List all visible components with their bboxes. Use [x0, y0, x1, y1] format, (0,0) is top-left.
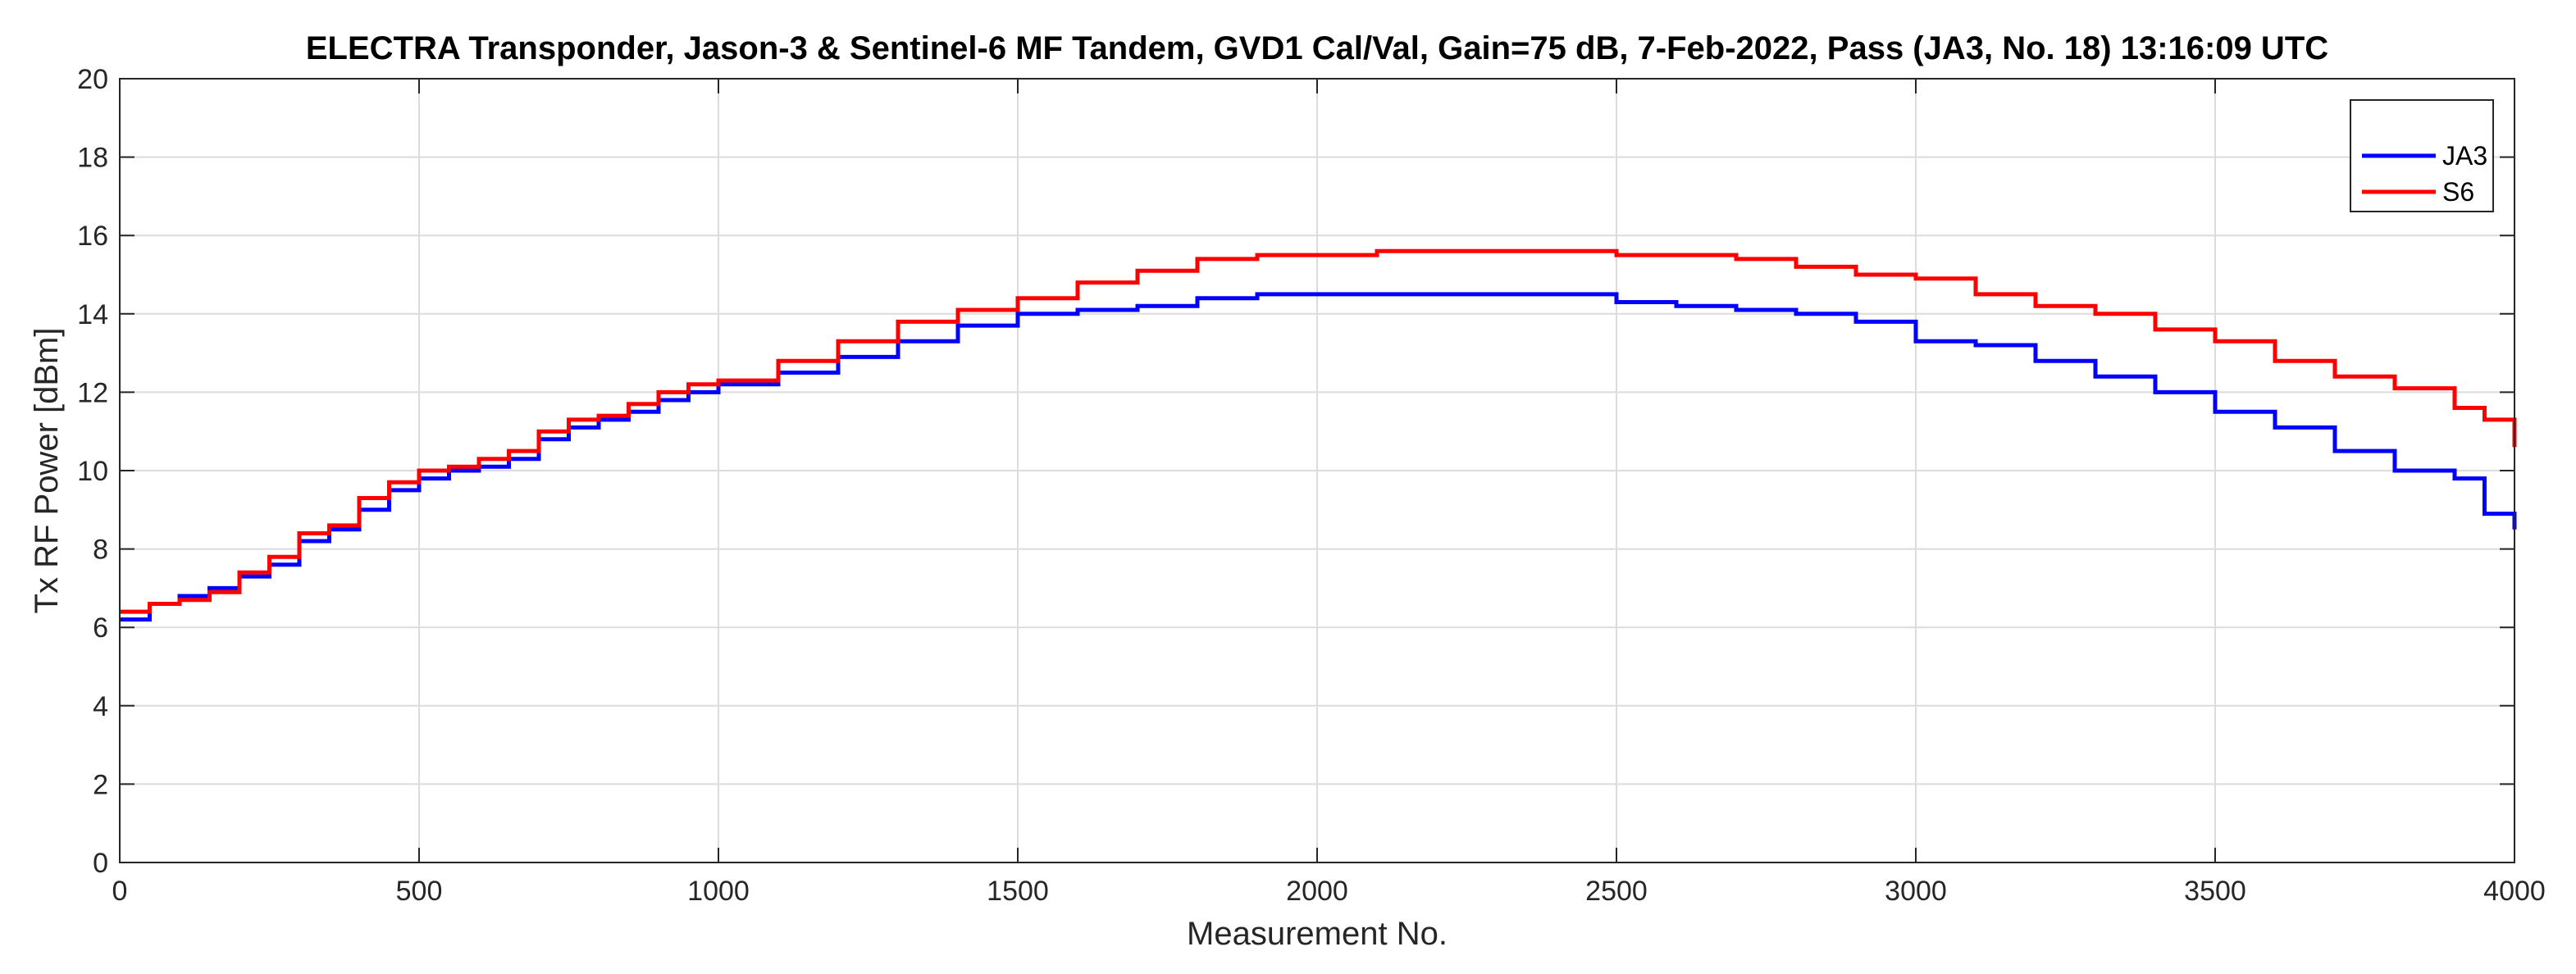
axis-ticks: 0 500 1000 1500 2000 2500 3000 3500 4000 0 2 4 6 8 10 1… — [77, 64, 2546, 907]
y-tick-label: 18 — [77, 143, 108, 174]
y-tick-label: 10 — [77, 456, 108, 487]
y-tick-label: 12 — [77, 377, 108, 408]
series-layer — [120, 248, 2517, 622]
x-tick-label: 1000 — [687, 876, 750, 907]
y-tick-label: 20 — [77, 64, 108, 95]
y-tick-label: 0 — [93, 848, 108, 879]
y-tick-label: 8 — [93, 535, 108, 566]
chart-title: ELECTRA Transponder, Jason-3 & Sentinel-… — [306, 30, 2328, 66]
x-tick-label: 2000 — [1286, 876, 1348, 907]
y-tick-label: 4 — [93, 691, 108, 722]
series-line-s6 — [120, 248, 2517, 614]
y-axis-label: Tx RF Power [dBm] — [29, 328, 65, 614]
x-tick-label: 1500 — [987, 876, 1049, 907]
x-tick-label: 2500 — [1585, 876, 1648, 907]
y-tick-label: 2 — [93, 769, 108, 800]
x-axis-label: Measurement No. — [1187, 916, 1448, 952]
x-tick-label: 4000 — [2483, 876, 2546, 907]
x-tick-label: 3500 — [2184, 876, 2246, 907]
legend-label-s6: S6 — [2442, 177, 2474, 207]
series-line-ja3 — [120, 292, 2517, 622]
x-tick-label: 500 — [396, 876, 443, 907]
legend-label-ja3: JA3 — [2442, 141, 2487, 171]
x-tick-label: 0 — [112, 876, 128, 907]
x-tick-label: 3000 — [1885, 876, 1947, 907]
y-tick-label: 16 — [77, 221, 108, 252]
y-tick-label: 6 — [93, 612, 108, 644]
y-tick-label: 14 — [77, 299, 108, 330]
legend: JA3 S6 — [2350, 99, 2494, 212]
